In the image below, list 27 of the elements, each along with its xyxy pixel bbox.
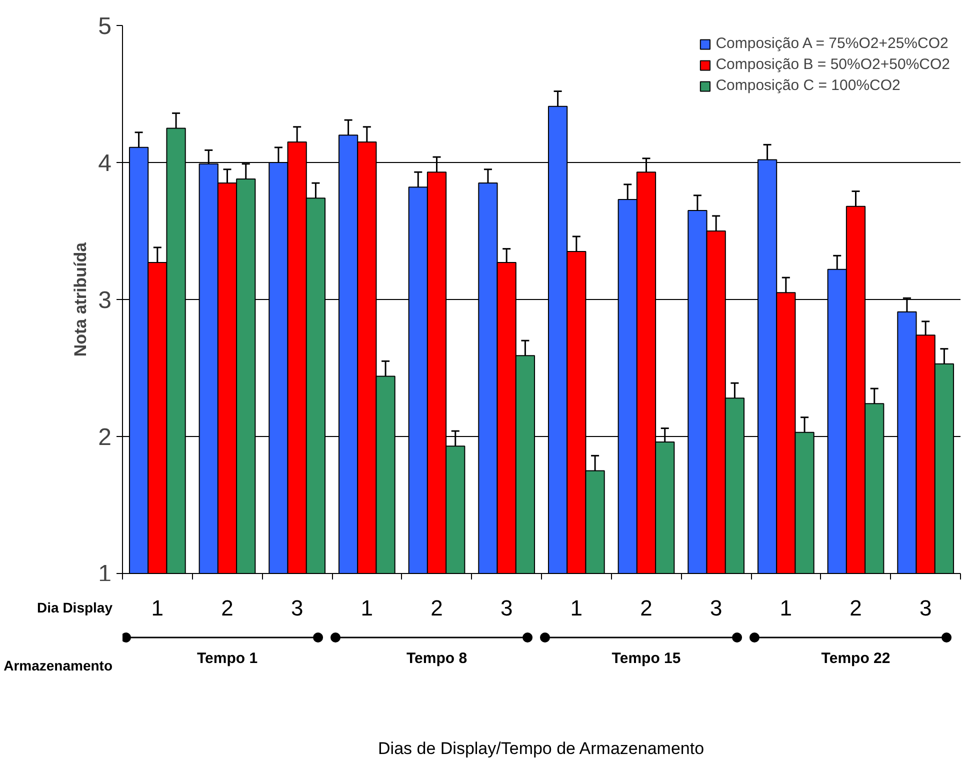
text: Tempo 8	[406, 650, 468, 667]
text: Dia Display	[37, 600, 113, 616]
y-axis-title: Nota atribuída	[71, 242, 90, 357]
text: Tempo 22	[821, 650, 890, 667]
x-tick-label: 2	[640, 596, 652, 620]
y-tick-label: 4	[98, 150, 112, 177]
text: Dias de Display/Tempo de Armazenamento	[378, 739, 704, 758]
legend-label: Composição B = 50%O2+50%CO2	[716, 56, 950, 73]
x-tick-label: 1	[151, 596, 164, 620]
text: Tempo 15	[612, 650, 681, 667]
y-tick-label: 3	[98, 287, 112, 314]
x-tick-label: 3	[500, 596, 513, 620]
x-tick-label: 3	[290, 596, 304, 620]
y-tick-label: 5	[98, 13, 112, 40]
y-tick-label: 2	[98, 424, 112, 451]
x-tick-label: 3	[919, 596, 932, 620]
x-tick-label: 2	[221, 596, 234, 620]
x-tick-label: 1	[570, 596, 583, 620]
legend-label: Composição C = 100%CO2	[716, 77, 900, 94]
x-tick-label: 3	[710, 596, 722, 620]
x-tick-label: 1	[360, 596, 374, 620]
x-tick-label: 2	[430, 596, 443, 620]
x-tick-label: 1	[780, 596, 792, 620]
text: Armazenamento	[4, 658, 113, 674]
text: Tempo 1	[196, 650, 258, 667]
legend-label: Composição A = 75%O2+25%CO2	[716, 35, 948, 52]
x-tick-label: 2	[850, 596, 862, 620]
